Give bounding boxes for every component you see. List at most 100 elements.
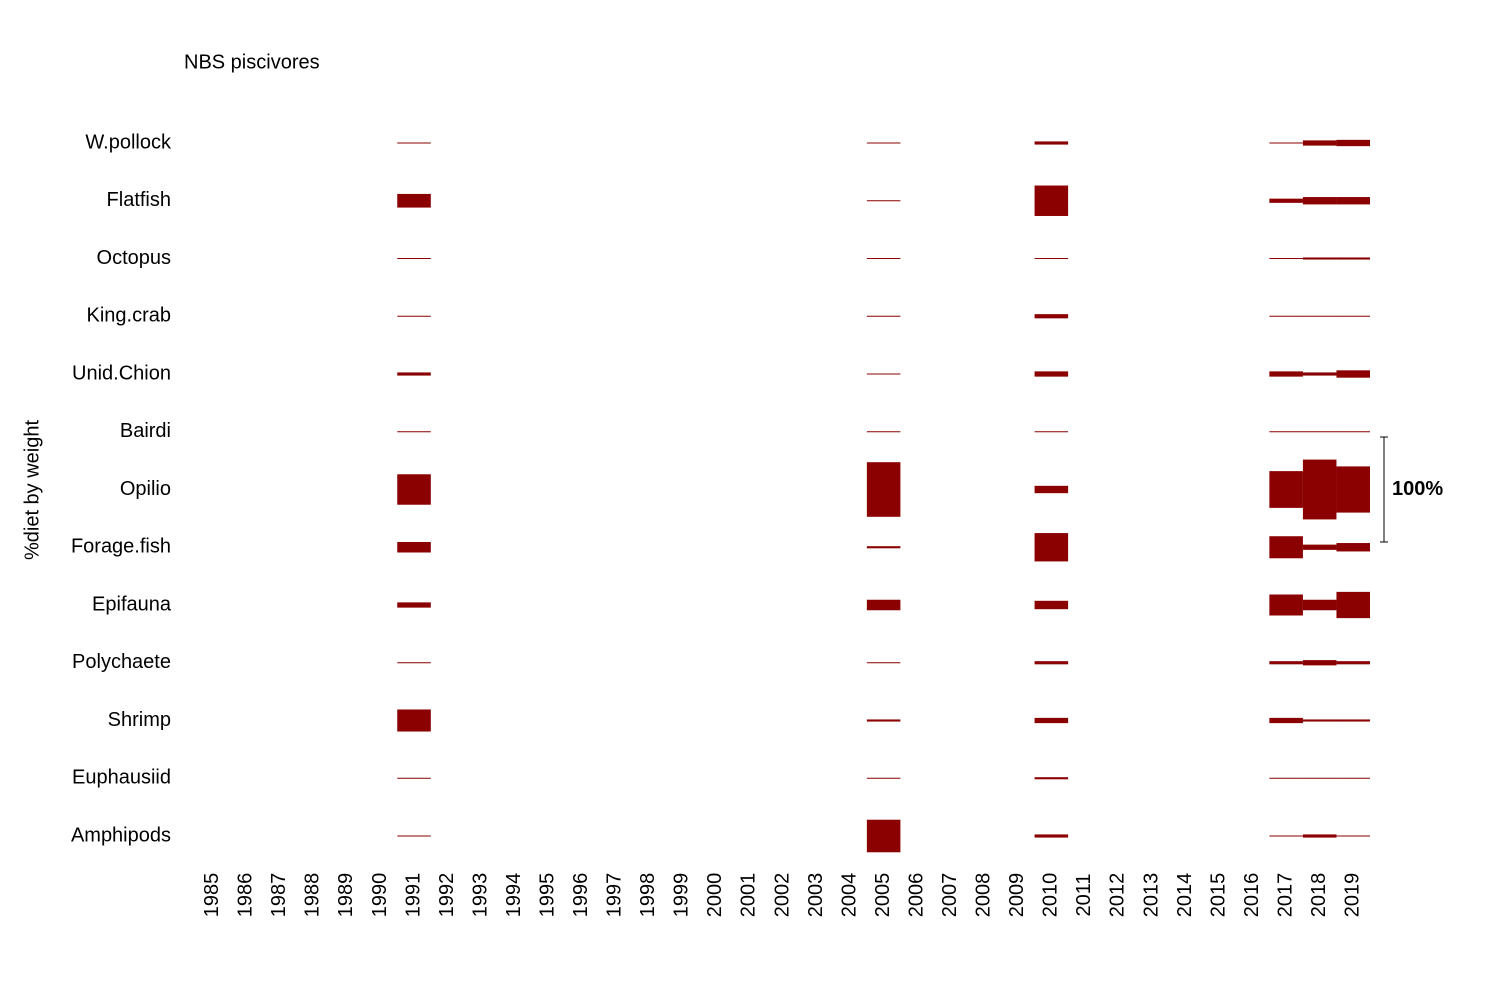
diet-bar — [1269, 198, 1303, 203]
x-tick-label: 1989 — [335, 873, 357, 918]
chart-title: NBS piscivores — [184, 51, 320, 73]
row-label: Polychaete — [72, 651, 171, 673]
x-tick-label: 1994 — [503, 873, 525, 918]
diet-bar — [1336, 835, 1370, 837]
diet-bar — [397, 372, 431, 376]
diet-bar — [1034, 661, 1069, 665]
x-tick-label: 2019 — [1342, 873, 1364, 918]
x-tick-label: 1986 — [235, 873, 257, 918]
row-label: Amphipods — [71, 824, 171, 846]
diet-bar — [397, 474, 431, 505]
diet-bar — [1302, 140, 1337, 146]
diet-bar — [1336, 197, 1370, 205]
x-tick-label: 2004 — [838, 873, 860, 918]
diet-bar — [1302, 459, 1337, 520]
diet-bar — [1336, 719, 1370, 722]
diet-bar — [866, 462, 901, 517]
x-tick-label: 2016 — [1241, 873, 1263, 918]
row-label: W.pollock — [85, 131, 172, 153]
diet-bar — [1269, 835, 1303, 837]
x-tick-label: 1987 — [268, 873, 290, 918]
diet-bar — [1302, 777, 1337, 779]
diet-bar — [1336, 661, 1370, 665]
x-tick-label: 1995 — [536, 873, 558, 918]
x-tick-label: 2011 — [1073, 873, 1095, 916]
row-label: Opilio — [120, 478, 171, 500]
diet-bar — [397, 193, 431, 208]
diet-bar — [1269, 371, 1303, 377]
x-tick-label: 2006 — [905, 873, 927, 918]
x-tick-label: 2002 — [771, 873, 793, 918]
x-tick-label: 2017 — [1274, 873, 1296, 918]
x-tick-label: 1990 — [369, 873, 391, 918]
diet-bar — [1302, 660, 1337, 666]
row-label: Unid.Chion — [72, 362, 171, 384]
diet-bar — [397, 142, 431, 144]
diet-bar — [866, 373, 901, 375]
diet-bar — [397, 662, 431, 664]
x-tick-label: 1997 — [604, 873, 626, 918]
x-tick-label: 1988 — [302, 873, 324, 918]
x-tick-label: 1998 — [637, 873, 659, 918]
x-tick-label: 2005 — [872, 873, 894, 918]
diet-bar — [1336, 777, 1370, 779]
x-tick-label: 2009 — [1006, 873, 1028, 918]
x-tick-label: 2014 — [1174, 873, 1196, 918]
scale-bar-label: 100% — [1392, 478, 1443, 500]
diet-bar — [866, 819, 901, 853]
diet-bar — [1034, 185, 1069, 216]
diet-bar — [866, 142, 901, 144]
diet-bar — [1269, 258, 1303, 259]
row-label: Euphausiid — [72, 767, 171, 789]
x-tick-label: 1999 — [671, 873, 693, 918]
row-label: Octopus — [97, 247, 171, 269]
diet-bar — [1336, 370, 1370, 378]
diet-bar — [1269, 661, 1303, 665]
diet-bar — [397, 602, 431, 608]
diet-bar — [397, 777, 431, 779]
diet-bar — [1302, 372, 1337, 376]
diet-bar — [1034, 834, 1069, 838]
diet-bar — [1302, 544, 1337, 550]
x-tick-label: 2012 — [1107, 873, 1129, 918]
diet-bar — [1269, 536, 1303, 559]
diet-bar — [866, 599, 901, 611]
diet-bar — [397, 258, 431, 259]
diet-bar — [1269, 777, 1303, 779]
diet-bar — [1302, 599, 1337, 611]
diet-bar — [1302, 257, 1337, 260]
diet-bar — [1302, 834, 1337, 838]
diet-bar — [1269, 315, 1303, 317]
diet-bar — [1269, 594, 1303, 616]
diet-bar — [1034, 371, 1069, 377]
diet-bar — [1336, 315, 1370, 317]
x-tick-label: 2003 — [805, 873, 827, 918]
y-axis-label: %diet by weight — [21, 420, 43, 561]
diet-bar — [1269, 142, 1303, 144]
diet-bar — [866, 258, 901, 259]
diet-bar — [1034, 600, 1069, 610]
diet-bar — [1034, 717, 1069, 724]
diet-bar — [1269, 717, 1303, 724]
diet-bar — [866, 315, 901, 317]
diet-bar — [1336, 466, 1370, 513]
row-label: Flatfish — [107, 189, 171, 211]
diet-bar — [1302, 719, 1337, 722]
diet-bar — [1034, 431, 1069, 433]
diet-bar — [1336, 139, 1370, 147]
diet-bar — [397, 431, 431, 433]
x-tick-label: 1991 — [402, 873, 424, 918]
row-label: Bairdi — [120, 420, 171, 442]
diet-bar — [1336, 431, 1370, 433]
diet-bar — [1034, 533, 1069, 562]
x-tick-label: 2000 — [704, 873, 726, 918]
diet-bar — [397, 542, 431, 553]
diet-bar — [1034, 314, 1069, 319]
x-tick-label: 2010 — [1040, 873, 1062, 918]
diet-bar — [1336, 591, 1370, 619]
diet-bar — [866, 777, 901, 779]
diet-bar — [866, 546, 901, 549]
diet-bar — [866, 719, 901, 722]
x-tick-label: 1996 — [570, 873, 592, 918]
